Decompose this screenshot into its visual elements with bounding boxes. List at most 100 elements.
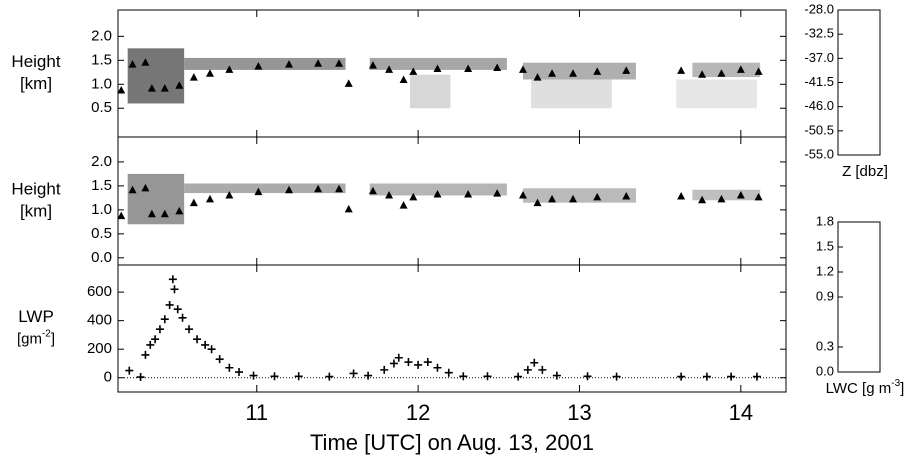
colorbar-tick-label: 1.8 [816,213,834,228]
cloud-base-marker [344,79,353,87]
cloud-base-marker [189,73,198,81]
cloud-base-marker [677,66,686,74]
x-tick-label: 13 [567,400,591,425]
cloud-base-marker [385,65,394,73]
lwp-point [364,371,373,380]
cloud-base-marker [175,81,184,89]
cloud-base-marker [533,73,542,81]
cloud-base-marker [518,65,527,73]
colorbar-tick-label: 0.3 [816,338,834,353]
cloud-base-marker [548,69,557,77]
cloud-base-marker [622,191,631,200]
y-axis-label: [km] [20,201,52,220]
y-tick-label: 400 [87,312,112,329]
echo-cell [676,79,757,109]
y-tick-label: 600 [87,283,112,300]
cloud-base-marker [493,63,502,72]
colorbar [837,9,881,156]
lwp-point [433,363,442,372]
panel-frame [117,9,787,138]
y-axis-unit: [gm-2] [17,328,55,347]
colorbar-tick-label: -41.5 [804,74,834,89]
y-tick-label: 1.5 [91,51,112,68]
echo-cell [127,48,185,104]
cloud-base-marker [254,62,263,70]
y-axis-unit-sup: -2 [42,328,51,339]
lwp-point [459,372,468,381]
lwp-point [170,285,179,294]
y-axis-unit-text: [gm [17,330,42,347]
colorbar-tick-label: 1.2 [816,263,834,278]
cloud-base-marker [141,183,150,192]
echo-cell [522,188,636,203]
cloud-base-marker [128,185,137,194]
lwp-point [193,335,202,344]
colorbar-tick-label: -50.5 [804,122,834,137]
cloud-base-marker [368,61,377,69]
lwp-point [727,372,736,381]
y-tick-label: 1.0 [91,75,112,92]
cloud-base-marker [385,191,394,199]
cloud-base-marker [160,209,169,218]
cloud-base-marker [754,67,763,75]
y-axis-label: Height [11,52,60,71]
cloud-base-marker [569,69,578,77]
lwp-point [523,365,532,374]
cloud-base-marker [593,192,602,201]
y-tick-label: 0.0 [91,249,112,266]
plot-area [118,173,763,225]
lwp-point [325,372,334,381]
colorbar-tick-label: -28.0 [804,1,834,16]
plot-area [118,48,763,109]
cloud-base-marker [593,67,602,75]
lwp-point [160,315,169,324]
cloud-base-marker [254,187,263,196]
cloud-base-marker [677,191,686,200]
echo-cell [184,57,346,70]
y-tick-label: 2.0 [91,153,112,170]
x-tick-label: 12 [406,400,430,425]
cloud-base-marker [433,64,442,72]
echo-cell [692,62,761,78]
lwp-point [125,366,134,375]
lwp-point [423,358,432,367]
cloud-base-marker [717,194,726,203]
plot-area [118,275,786,382]
y-tick-label: 0.5 [91,99,112,116]
cloud-base-marker [118,86,126,94]
colorbar-label: LWC [g m-3] [826,378,905,397]
lwp-point [349,369,358,378]
y-tick-label: 1.5 [91,177,112,194]
cloud-base-marker [717,69,726,77]
x-tick-label: 11 [245,400,268,425]
lwp-point [583,372,592,381]
cloud-base-marker [205,69,214,77]
cloud-base-marker [189,198,198,207]
lwp-point [538,365,547,374]
lwp-point [225,363,234,372]
lwp-point [270,372,279,381]
cloud-base-marker [205,194,214,203]
lwp-point [702,372,711,381]
lwp-point [184,325,193,334]
lwp-point [235,368,244,377]
cloud-base-marker [225,65,234,73]
cloud-base-marker [399,201,408,209]
lwp-point [444,368,453,377]
colorbar [837,221,881,373]
lwp-point [294,372,303,381]
panel-frame [117,264,787,393]
cloud-base-marker [698,70,707,78]
cloud-base-marker [518,191,527,199]
lwp-point [151,335,160,344]
colorbar-label-end: ] [900,380,904,397]
colorbar-tick-label: 0.0 [816,363,834,378]
y-tick-label: 0 [104,369,112,386]
echo-cell [410,74,451,109]
echo-cell [522,62,636,80]
lwp-point [612,372,621,381]
cloud-base-marker [147,84,156,92]
cloud-base-marker [128,60,137,68]
echo-cell [369,57,507,70]
